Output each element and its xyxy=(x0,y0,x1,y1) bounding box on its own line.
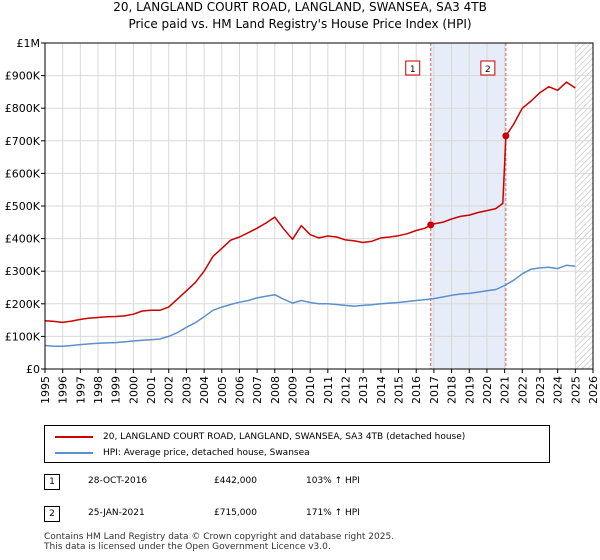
legend-label-hpi: HPI: Average price, detached house, Swan… xyxy=(103,448,310,458)
x-tick-label: 2020 xyxy=(481,376,494,404)
transaction-2-point xyxy=(502,132,510,140)
transaction-1-point xyxy=(427,221,435,229)
transaction-hpi-change: 103% ↑ HPI xyxy=(306,476,360,486)
y-tick-label: £400K xyxy=(5,233,41,246)
y-tick-label: £100K xyxy=(5,330,41,343)
x-tick-label: 2016 xyxy=(410,376,423,404)
x-tick-label: 2022 xyxy=(516,376,529,404)
x-tick-label: 1997 xyxy=(74,376,87,404)
footer-line-1: Contains HM Land Registry data © Crown c… xyxy=(44,532,395,542)
transaction-marker-badge: 1 xyxy=(44,474,60,490)
x-tick-label: 2013 xyxy=(357,376,370,404)
x-tick-label: 1995 xyxy=(39,376,52,404)
hpi-series-line xyxy=(44,264,576,347)
x-tick-label: 2015 xyxy=(393,376,406,404)
x-tick-label: 2001 xyxy=(145,376,158,404)
x-tick-label: 2004 xyxy=(198,376,211,404)
legend-item-hpi: HPI: Average price, detached house, Swan… xyxy=(55,446,310,460)
transaction-2-label: 2 xyxy=(485,65,491,75)
transaction-price: £715,000 xyxy=(214,508,257,518)
y-tick-label: £600K xyxy=(5,167,41,180)
chart-subtitle: Price paid vs. HM Land Registry's House … xyxy=(128,17,472,31)
x-tick-label: 2006 xyxy=(233,376,246,404)
y-tick-label: £700K xyxy=(5,135,41,148)
legend-item-property: 20, LANGLAND COURT ROAD, LANGLAND, SWANS… xyxy=(55,430,465,444)
chart-title: 20, LANGLAND COURT ROAD, LANGLAND, SWANS… xyxy=(113,0,487,14)
transaction-price: £442,000 xyxy=(214,476,257,486)
x-tick-label: 2008 xyxy=(269,376,282,404)
y-tick-label: £0 xyxy=(26,363,40,376)
transaction-2-label-box xyxy=(480,60,496,76)
transaction-marker-badge: 2 xyxy=(44,506,60,522)
transaction-date: 28-OCT-2016 xyxy=(88,476,148,486)
transaction-1-label-box xyxy=(405,60,421,76)
y-tick-label: £200K xyxy=(5,298,41,311)
y-tick-label: £1M xyxy=(17,37,41,50)
x-tick-label: 2024 xyxy=(552,376,565,404)
x-tick-label: 2019 xyxy=(463,376,476,404)
transaction-date: 25-JAN-2021 xyxy=(88,508,145,518)
x-tick-label: 2023 xyxy=(534,376,547,404)
x-tick-label: 1999 xyxy=(110,376,123,404)
legend-label-property: 20, LANGLAND COURT ROAD, LANGLAND, SWANS… xyxy=(103,432,466,442)
x-tick-label: 2007 xyxy=(251,376,264,404)
transaction-1-label: 1 xyxy=(410,65,416,75)
x-tick-label: 2002 xyxy=(163,376,176,404)
x-tick-label: 1998 xyxy=(92,376,105,404)
x-tick-label: 2010 xyxy=(304,376,317,404)
legend-swatch-hpi xyxy=(55,452,93,454)
x-tick-label: 2009 xyxy=(286,376,299,404)
x-tick-label: 2012 xyxy=(340,376,353,404)
x-tick-label: 1996 xyxy=(57,376,70,404)
x-tick-label: 2026 xyxy=(587,376,600,404)
property-series-line xyxy=(44,81,576,324)
x-tick-label: 2014 xyxy=(375,376,388,404)
y-tick-label: £900K xyxy=(5,70,41,83)
transaction-hpi-change: 171% ↑ HPI xyxy=(306,508,360,518)
x-tick-label: 2005 xyxy=(216,376,229,404)
x-tick-label: 2017 xyxy=(428,376,441,404)
x-tick-label: 2025 xyxy=(569,376,582,404)
x-tick-label: 2003 xyxy=(180,376,193,404)
x-tick-label: 2011 xyxy=(322,376,335,404)
legend-swatch-property xyxy=(55,436,93,438)
x-tick-label: 2021 xyxy=(499,376,512,404)
x-tick-label: 2018 xyxy=(446,376,459,404)
price-chart: 1 2 £0 £100K £200K £300K £400K £500K £600K £700K £… xyxy=(5,37,600,404)
footer-attribution: Contains HM Land Registry data © Crown c… xyxy=(44,532,394,552)
y-tick-label: £300K xyxy=(5,265,41,278)
footer-line-2: This data is licensed under the Open Gov… xyxy=(44,542,331,552)
chart-legend: 20, LANGLAND COURT ROAD, LANGLAND, SWANS… xyxy=(44,425,550,463)
y-tick-label: £800K xyxy=(5,102,41,115)
x-tick-label: 2000 xyxy=(127,376,140,404)
y-tick-label: £500K xyxy=(5,200,41,213)
